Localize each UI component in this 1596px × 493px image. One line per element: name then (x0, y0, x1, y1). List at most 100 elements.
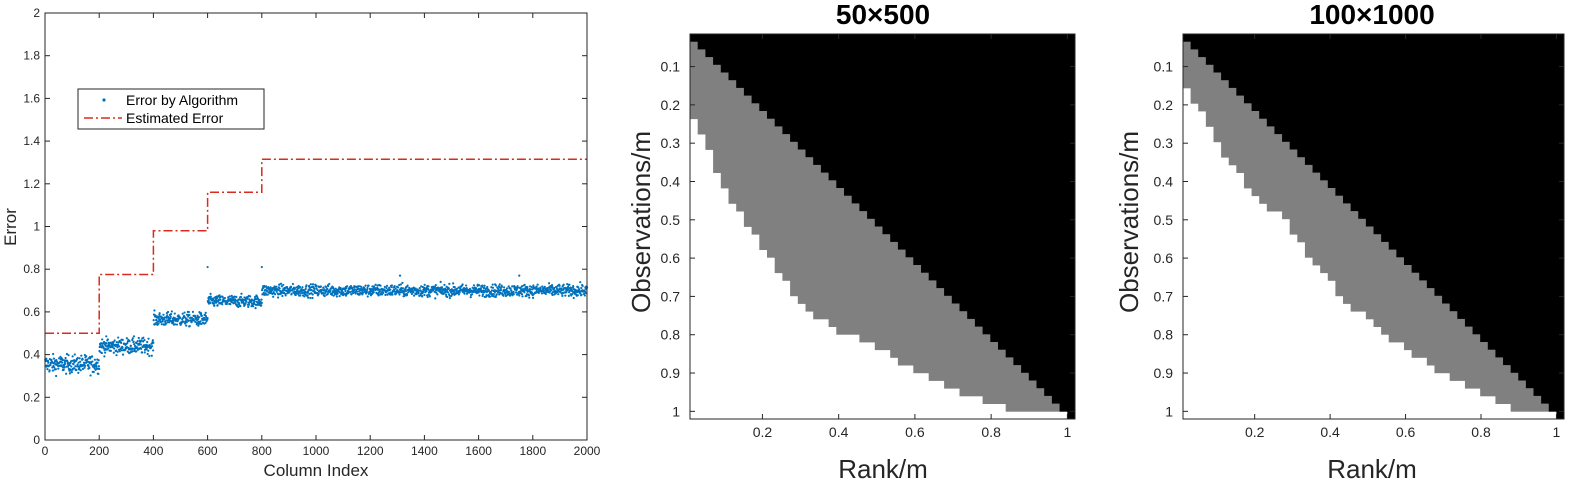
heatmap-cell (806, 88, 814, 96)
heatmap-cell (990, 327, 998, 335)
scatter-point (305, 288, 307, 290)
heatmap-cell (1335, 250, 1343, 258)
heatmap-cell (1021, 65, 1029, 73)
heatmap-cell (883, 111, 891, 119)
heatmap-cell (1029, 180, 1037, 188)
heatmap-cell (806, 288, 814, 296)
heatmap-cell (998, 88, 1006, 96)
heatmap-cell (998, 65, 1006, 73)
heatmap-cell (790, 265, 798, 273)
heatmap-cell (1404, 196, 1412, 204)
heatmap-cell (1067, 304, 1075, 312)
heatmap-cell (1335, 188, 1343, 196)
scatter-point (573, 297, 575, 299)
heatmap-cell (859, 173, 867, 181)
heatmap-cell (1412, 219, 1420, 227)
heatmap-cell (1412, 250, 1420, 258)
heatmap-cell (898, 265, 906, 273)
heatmap-cell (890, 250, 898, 258)
x-tick-label: 1800 (519, 444, 546, 458)
heatmap-cell (1267, 42, 1275, 50)
heatmap-cell (813, 119, 821, 127)
heatmap-cell (1419, 280, 1427, 288)
heatmap-cell (1037, 357, 1045, 365)
scatter-point (229, 303, 231, 305)
heatmap-cell (1252, 57, 1260, 65)
heatmap-cell (1290, 88, 1298, 96)
heatmap-cell (1366, 304, 1374, 312)
scatter-point (513, 293, 515, 295)
heatmap-cell (890, 257, 898, 265)
heatmap-cell (906, 211, 914, 219)
heatmap-cell (975, 57, 983, 65)
heatmap-cell (936, 111, 944, 119)
heatmap-cell (1252, 73, 1260, 81)
heatmap-cell (890, 219, 898, 227)
heatmap-cell (867, 296, 875, 304)
heatmap-cell (1313, 150, 1321, 158)
heatmap-cell (967, 49, 975, 57)
heatmap-cell (1313, 242, 1321, 250)
heatmap-cell (906, 65, 914, 73)
heatmap-cell (1297, 180, 1305, 188)
heatmap-cell (752, 203, 760, 211)
heatmap-cell (790, 173, 798, 181)
heatmap-cell (890, 73, 898, 81)
scatter-point (366, 287, 368, 289)
heatmap-cell (921, 157, 929, 165)
heatmap-cell (967, 188, 975, 196)
heatmap-cell (1351, 65, 1359, 73)
heatmap-cell (852, 219, 860, 227)
heatmap-cell (952, 373, 960, 381)
heatmap-cell (1259, 73, 1267, 81)
scatter-point (174, 323, 176, 325)
heatmap-cell (867, 42, 875, 50)
heatmap-cell (813, 80, 821, 88)
heatmap-cell (1434, 227, 1442, 235)
heatmap-cell (1343, 103, 1351, 111)
heatmap-cell (975, 88, 983, 96)
heatmap-cell (1274, 157, 1282, 165)
heatmap-cell (990, 234, 998, 242)
heatmap-cell (998, 311, 1006, 319)
heatmap-cell (1267, 134, 1275, 142)
scatter-point (413, 295, 415, 297)
heatmap-cell (1267, 103, 1275, 111)
heatmap-cell (1052, 304, 1060, 312)
heatmap-cell (1274, 96, 1282, 104)
heatmap-cell (1381, 203, 1389, 211)
heatmap-cell (698, 103, 706, 111)
heatmap-cell (975, 49, 983, 57)
heatmap-cell (936, 134, 944, 142)
heatmap-cell (1419, 165, 1427, 173)
x-axis-label: Column Index (264, 461, 369, 480)
heatmap-cell (883, 188, 891, 196)
heatmap-cell (1067, 242, 1075, 250)
heatmap-cell (1052, 373, 1060, 381)
heatmap-cell (975, 203, 983, 211)
heatmap-cell (1044, 119, 1052, 127)
heatmap-cell (690, 49, 698, 57)
heatmap-cell (1328, 250, 1336, 258)
heatmap-cells (1183, 34, 1564, 419)
heatmap-cell (1328, 42, 1336, 50)
scatter-point (151, 355, 153, 357)
heatmap-cell (1006, 126, 1014, 134)
heatmap-cell (1060, 265, 1068, 273)
heatmap-cell (729, 96, 737, 104)
heatmap-cell (744, 96, 752, 104)
heatmap-cell (1313, 203, 1321, 211)
heatmap-cell (1037, 404, 1045, 412)
heatmap-cell (967, 334, 975, 342)
heatmap-cell (1412, 57, 1420, 65)
heatmap-cell (1037, 196, 1045, 204)
heatmap-cell (1374, 304, 1382, 312)
heatmap-cell (1297, 80, 1305, 88)
heatmap-cell (1282, 180, 1290, 188)
heatmap-cell (990, 111, 998, 119)
heatmap-cell (1320, 96, 1328, 104)
scatter-point (74, 353, 76, 355)
scatter-point (219, 299, 221, 301)
scatter-point (478, 284, 480, 286)
